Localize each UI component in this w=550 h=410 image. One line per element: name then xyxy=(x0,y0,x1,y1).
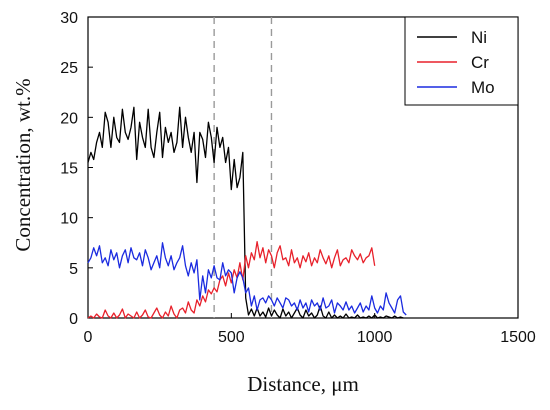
y-tick-label: 15 xyxy=(60,161,78,178)
legend-label-mo: Mo xyxy=(471,78,495,97)
series-line-mo xyxy=(87,242,407,316)
legend-label-cr: Cr xyxy=(471,53,489,72)
x-tick-label: 500 xyxy=(218,329,245,346)
y-tick-label: 30 xyxy=(60,10,78,27)
y-tick-label: 0 xyxy=(69,311,78,328)
legend-label-ni: Ni xyxy=(471,28,487,47)
y-tick-label: 10 xyxy=(60,211,78,228)
legend-box xyxy=(404,16,519,106)
y-axis-title: Concentration, wt.% xyxy=(11,78,35,251)
plot-area: 0 500 1000 1500 0 5 10 15 20 25 30 xyxy=(60,10,536,346)
x-tick-label: 0 xyxy=(84,329,93,346)
y-tick-label: 5 xyxy=(69,261,78,278)
y-tick-label: 20 xyxy=(60,110,78,127)
series-line-ni xyxy=(87,106,404,319)
x-tick-label: 1500 xyxy=(500,329,536,346)
y-axis-label: Concentration, wt.% xyxy=(11,78,35,251)
x-axis-label: Distance, μm xyxy=(247,372,359,396)
y-tick-label: 25 xyxy=(60,60,78,77)
x-tick-label: 1000 xyxy=(357,329,393,346)
series-line-cr xyxy=(87,241,376,319)
legend: Ni Cr Mo xyxy=(404,16,519,106)
